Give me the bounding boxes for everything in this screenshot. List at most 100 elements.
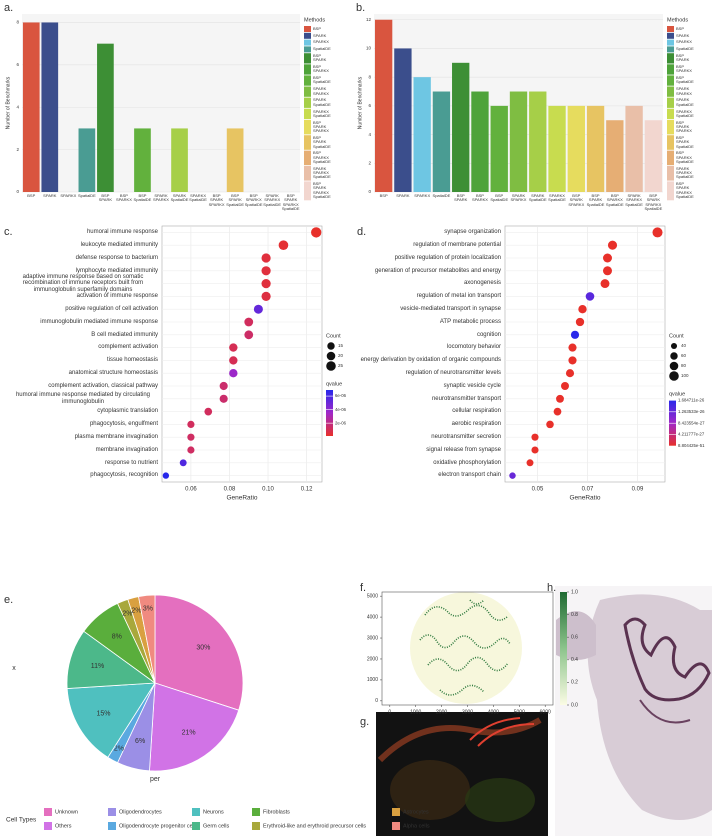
dot bbox=[553, 407, 562, 416]
legend-label-box: SPARKX SpatialDE bbox=[313, 109, 331, 117]
x-tick-label: 0.08 bbox=[224, 487, 236, 493]
legend-swatch bbox=[304, 75, 311, 86]
panel-label: g. bbox=[360, 716, 369, 728]
term-label-box: plasma membrane invagination bbox=[75, 434, 158, 440]
x-tick-label: BSP bbox=[27, 193, 36, 198]
term-label: signal release from synapse bbox=[426, 446, 501, 453]
dot bbox=[162, 472, 170, 479]
dot bbox=[261, 291, 271, 302]
x-tick-label: SPARKX SpatialDE bbox=[548, 193, 566, 203]
y-tick-label: 3000 bbox=[367, 635, 378, 641]
bar bbox=[606, 120, 624, 192]
y-tick-label: 0 bbox=[375, 698, 378, 704]
x-tick-label: BSP SPARK SPARKX SpatialDE bbox=[644, 193, 663, 212]
x-tick-label-box: SPARKX SpatialDE bbox=[548, 193, 566, 203]
dot bbox=[652, 227, 663, 238]
term-label-box: positive regulation of cell activation bbox=[65, 306, 158, 312]
x-tick-label: SPARK bbox=[396, 193, 410, 198]
dot bbox=[229, 356, 238, 365]
x-tick-label: 3000 bbox=[462, 709, 473, 715]
y-tick-label: 6 bbox=[368, 103, 371, 108]
legend-label: BSP SPARK SPARKX SpatialDE bbox=[313, 181, 331, 200]
x-tick-label-box: SPARK SPARKX SpatialDE bbox=[625, 193, 643, 206]
legend-label: BSP bbox=[676, 25, 685, 31]
x-tick-label-box: BSP SPARK bbox=[454, 193, 467, 202]
bar bbox=[413, 77, 431, 192]
term-label-box: B cell mediated immunity bbox=[91, 332, 158, 338]
legend-label-box: SPARK SPARKX SpatialDE bbox=[313, 166, 331, 179]
x-tick-label: 0.09 bbox=[632, 487, 644, 493]
term-label-box: cognition bbox=[477, 332, 501, 338]
y-tick-label: 2000 bbox=[367, 656, 378, 662]
color-legend-title: qvalue bbox=[326, 381, 342, 387]
term-label-box: synapse organization bbox=[444, 229, 501, 235]
term-label-box: energy derivation by oxidation of organi… bbox=[361, 357, 501, 363]
dot bbox=[187, 420, 195, 428]
term-label-box: ATP metabolic process bbox=[440, 319, 501, 325]
x-tick-label-box: BSP SPARKX bbox=[471, 193, 488, 203]
dot bbox=[585, 292, 595, 301]
term-label: humoral immune response mediated by circ… bbox=[15, 392, 151, 405]
x-tick-label: BSP SPARK SPARKX bbox=[208, 193, 225, 207]
legend-swatch bbox=[304, 64, 311, 75]
y-tick-label: 4 bbox=[368, 132, 371, 137]
legend-label: BSP SPARK SpatialDE bbox=[676, 135, 694, 149]
legend-label: BSP SPARKX SpatialDE bbox=[676, 150, 694, 164]
size-legend-dot bbox=[670, 342, 678, 350]
legend-label-box: BSP SPARKX bbox=[676, 65, 692, 73]
x-tick-label: BSP SPARKX bbox=[471, 193, 488, 203]
legend-label-box: SPARKX SpatialDE bbox=[676, 108, 694, 118]
x-tick-label: BSP bbox=[379, 193, 388, 198]
bar bbox=[471, 91, 489, 192]
term-label-box: response to nutrient bbox=[105, 460, 158, 466]
legend-swatch bbox=[304, 39, 311, 46]
legend-label: SPARKX bbox=[313, 39, 329, 45]
term-label-box: humoral immune response bbox=[87, 229, 158, 235]
legend-label-box: BSP SpatialDE bbox=[313, 76, 331, 84]
bar bbox=[548, 105, 566, 192]
size-legend-dot bbox=[326, 361, 336, 371]
legend-swatch bbox=[252, 822, 260, 830]
x-tick-label-box: BSP SPARK SPARKX bbox=[208, 193, 225, 207]
legend-label: BSP SPARK SpatialDE bbox=[313, 135, 331, 149]
x-tick-label-box: BSP bbox=[379, 193, 388, 198]
colorbar bbox=[560, 592, 567, 705]
legend-swatch bbox=[304, 86, 311, 97]
colorbar-label: 0.4 bbox=[571, 657, 578, 663]
y-tick-label: 5000 bbox=[367, 594, 378, 600]
plot-frame bbox=[161, 225, 323, 483]
y-tick-label: 12 bbox=[366, 17, 372, 22]
fluorescence-image bbox=[376, 712, 548, 836]
legend-label: SPARKX SpatialDE bbox=[676, 108, 694, 118]
term-label: synaptic vesicle cycle bbox=[443, 382, 501, 389]
dot bbox=[602, 253, 613, 263]
legend-label: BSP SPARK SPARKX bbox=[676, 119, 692, 134]
term-label-box: vesicle-mediated transport in synapse bbox=[400, 306, 501, 312]
pie-value-label: 15% bbox=[96, 710, 110, 717]
x-tick-label-box: BSP SpatialDE bbox=[490, 193, 508, 202]
legend-swatch bbox=[304, 150, 311, 166]
x-tick-label-box: BSP SPARK SpatialDE bbox=[587, 193, 605, 206]
legend-label: Germ cells bbox=[203, 823, 230, 829]
term-label: aerobic respiration bbox=[451, 421, 501, 428]
legend-label: SpatialDE bbox=[676, 46, 694, 52]
x-tick-label: 0.10 bbox=[262, 487, 274, 493]
y-axis-label: x bbox=[12, 665, 16, 672]
colorbar-label: 0.8 bbox=[571, 612, 578, 618]
bar bbox=[394, 48, 412, 192]
term-label: oxidative phosphorylation bbox=[433, 459, 501, 466]
term-label-box: immunoglobulin mediated immune response bbox=[40, 319, 158, 325]
x-tick-label-box: SPARK SPARKX SpatialDE bbox=[263, 193, 281, 206]
x-tick-label-box: SPARKX SpatialDE bbox=[189, 193, 207, 202]
x-tick-label: 0.05 bbox=[532, 487, 544, 493]
legend-label: BSP SPARK SPARKX bbox=[313, 119, 329, 134]
term-label-box: membrane invagination bbox=[96, 447, 158, 453]
pie-value-label: 11% bbox=[91, 663, 105, 670]
legend-label-box: SPARK bbox=[676, 33, 689, 38]
x-tick-label-box: SPARK SPARKX bbox=[153, 193, 169, 202]
y-tick-label: 8 bbox=[368, 74, 371, 79]
y-tick-label: 2 bbox=[16, 147, 19, 152]
legend-swatch bbox=[667, 64, 674, 75]
x-tick-label: 2000 bbox=[436, 709, 447, 715]
term-label: generation of precursor metabolites and … bbox=[374, 267, 501, 274]
